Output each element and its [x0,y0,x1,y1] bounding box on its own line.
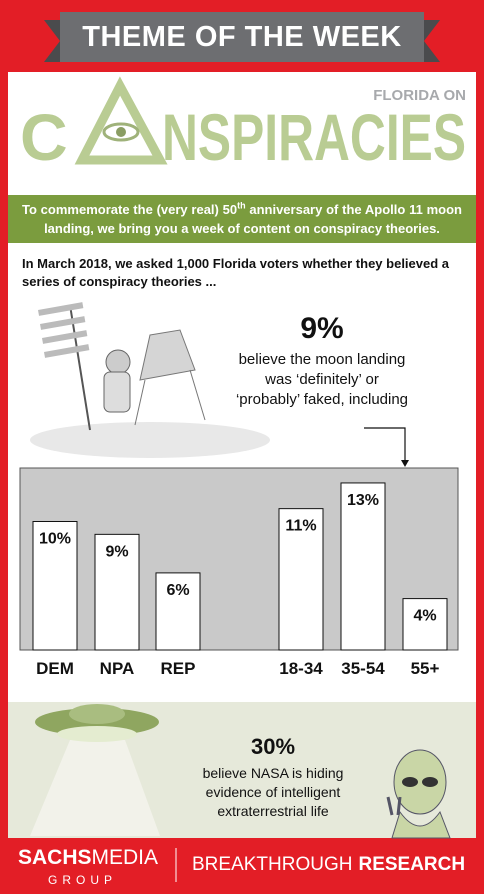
footer-partner-a: BREAKTHROUGH [192,854,352,875]
bar [340,482,386,651]
bar [278,508,324,651]
pointer-arrow [364,427,406,462]
value-label: 9% [105,543,128,560]
footer-brand-b: MEDIA [92,846,159,869]
x-tick-label: NPA [100,659,135,678]
footer-brand-a: SACHS [18,846,92,869]
bar [32,521,78,651]
logo-text: C [20,100,68,174]
footer-brand: SACHSMEDIA [18,846,158,869]
moon-illustration [30,302,270,458]
chart-area [19,467,459,651]
x-tick-label: REP [161,659,196,678]
pointer-arrow-head [401,460,409,467]
intro-sup: th [237,200,246,211]
header-title: THEME OF THE WEEK [60,12,424,62]
chart: 10% DEM 9% NPA 6% REP 11% 18-34 13% 35-54 4% 55+ [32,482,448,678]
intro-text: To commemorate the (very real) 50th anni… [22,200,462,238]
bar [94,533,140,651]
x-tick-label: 55+ [411,659,440,678]
stat-text: believe the moon landing was ‘definitely… [235,351,409,408]
logo-kicker: FLORIDA ON [373,87,466,104]
bar [402,598,448,651]
footer-partner-b: RESEARCH [358,854,465,875]
footer-group: GROUP [48,873,117,887]
ribbon-end [44,20,60,62]
ufo-illustration [30,704,160,836]
intro-text-a: To commemorate the (very real) 50 [22,202,238,217]
stat-value: 9% [300,312,344,345]
footer-partner: BREAKTHROUGH RESEARCH [192,854,465,875]
stat-text: believe NASA is hiding evidence of intel… [202,765,344,819]
value-label: 13% [347,492,379,509]
stat-value: 30% [250,734,296,759]
intro-text-b: anniversary of the Apollo 11 moon landin… [44,202,462,236]
ribbon-end [424,20,440,62]
value-label: 10% [39,531,71,548]
value-label: 6% [166,582,189,599]
logo-pupil [116,127,126,137]
survey-text: In March 2018, we asked 1,000 Florida vo… [22,256,450,289]
alien-illustration [386,749,451,839]
x-tick-label: 18-34 [279,659,323,678]
x-tick-label: DEM [36,659,74,678]
x-tick-label: 35-54 [341,659,385,678]
logo-text: NSPIRACIES [162,100,466,174]
bar [155,572,201,651]
intro-band [8,195,476,243]
value-label: 11% [285,518,316,535]
value-label: 4% [413,608,436,625]
logo-eye [102,122,140,142]
logo-triangle [74,76,168,165]
